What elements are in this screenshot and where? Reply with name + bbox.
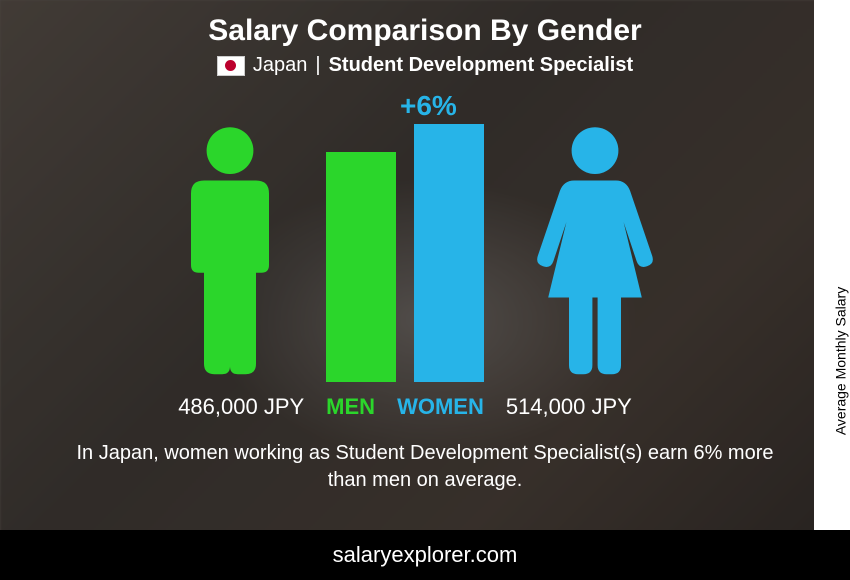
job-title: Student Development Specialist — [329, 54, 634, 77]
men-bar — [326, 152, 396, 382]
women-bar — [414, 124, 484, 382]
main-title: Salary Comparison By Gender — [0, 0, 850, 48]
subtitle-row: Japan | Student Development Specialist — [0, 54, 850, 77]
man-icon — [165, 122, 295, 382]
bar-group — [326, 124, 484, 382]
y-axis-label: Average Monthly Salary — [832, 287, 848, 435]
country-label: Japan — [253, 54, 308, 77]
women-label: WOMEN — [397, 394, 484, 420]
footer-source: salaryexplorer.com — [0, 530, 850, 580]
japan-flag-icon — [217, 56, 245, 76]
men-label: MEN — [326, 394, 375, 420]
women-amount: 514,000 JPY — [506, 394, 632, 420]
labels-row: 486,000 JPY MEN WOMEN 514,000 JPY — [0, 394, 810, 420]
men-amount: 486,000 JPY — [178, 394, 304, 420]
subtitle-separator: | — [315, 54, 320, 77]
woman-icon — [530, 122, 660, 382]
summary-text: In Japan, women working as Student Devel… — [60, 440, 790, 494]
chart-area: +6% 486,000 JPY MEN WOMEN 514,000 JPY — [0, 90, 810, 430]
infographic-container: Salary Comparison By Gender Japan | Stud… — [0, 0, 850, 580]
percent-difference-label: +6% — [400, 90, 457, 122]
